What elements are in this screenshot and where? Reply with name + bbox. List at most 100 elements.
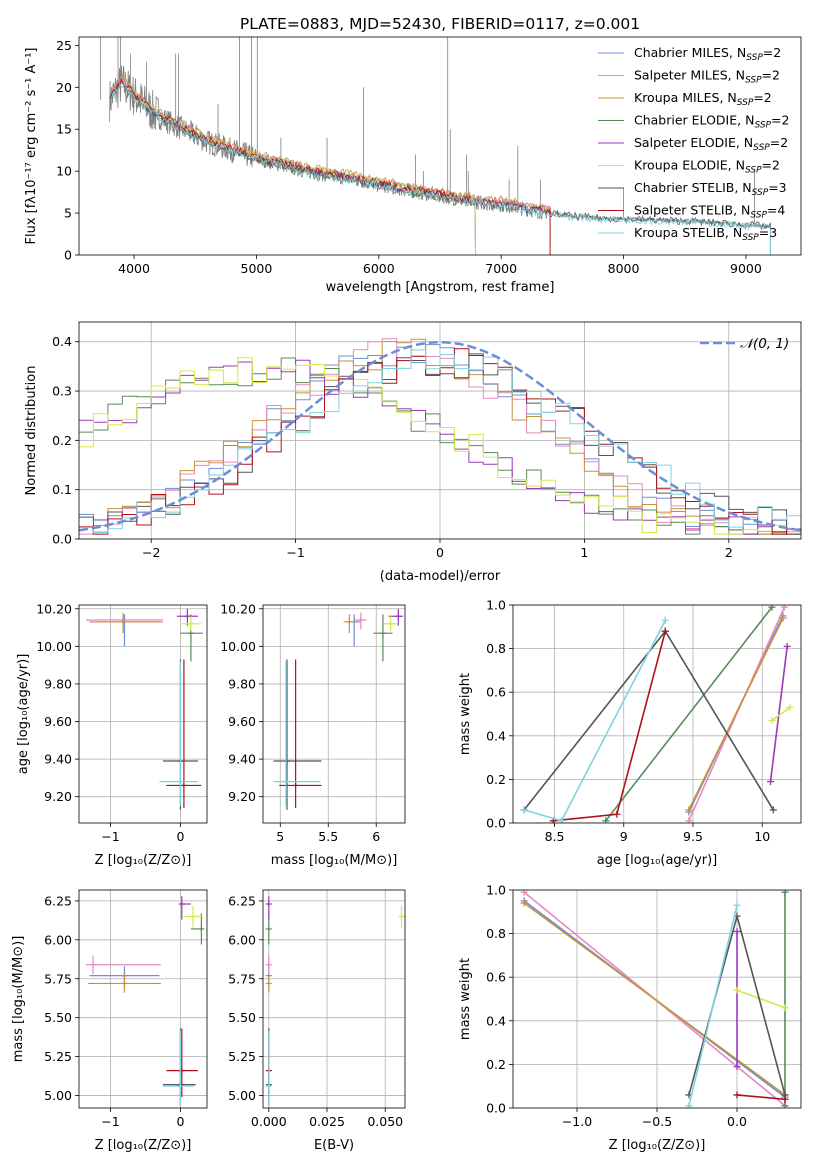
x-tick-label: −0.5	[642, 1114, 672, 1129]
y-tick-label: 0.4	[52, 334, 72, 349]
weight-marker	[783, 642, 791, 650]
point-chabrier-miles	[89, 614, 160, 647]
plot-area	[79, 605, 207, 823]
y-tick-label: 10	[56, 164, 72, 179]
weight-marker	[685, 806, 693, 814]
y-tick-label: 0	[64, 248, 72, 263]
weight-line-kroupa-miles	[523, 902, 786, 1096]
y-axis-label: mass weight	[458, 673, 473, 755]
histogram-salpeter-stelib	[79, 348, 801, 535]
weight-marker	[520, 890, 528, 896]
weight-marker	[520, 806, 528, 814]
legend-label: Salpeter MILES, NSSP=2	[634, 68, 780, 86]
y-axis-label: mass weight	[458, 958, 473, 1040]
panel-residuals: −2 −1 0 1 2 0.0 0.1 0.2 0.3 0.4 (data-model)/error…	[24, 321, 802, 584]
histogram-kroupa-stelib	[79, 349, 801, 533]
weight-marker	[613, 810, 621, 818]
y-tick-label: 0.3	[52, 384, 72, 399]
point-kroupa-elodie	[181, 616, 202, 632]
point-marker	[265, 901, 272, 908]
x-tick-label: 5	[276, 829, 284, 844]
point-kroupa-stelib	[265, 1030, 272, 1107]
y-tick-label: 0.0	[486, 1101, 506, 1116]
weight-marker	[733, 901, 741, 909]
axes-frame	[78, 889, 208, 1109]
weight-marker	[661, 616, 669, 624]
x-axis-label: mass [log₁₀(M/M⊙)]	[271, 853, 398, 868]
point-kroupa-miles	[89, 614, 163, 634]
x-tick-label: 8000	[608, 261, 640, 276]
point-marker	[190, 913, 197, 920]
weight-marker	[786, 703, 794, 711]
y-tick-label: 9.80	[228, 676, 256, 691]
y-tick-label: 0.1	[52, 482, 72, 497]
x-tick-label: −2	[142, 545, 160, 560]
model-spectrum-kroupa-miles	[109, 75, 551, 255]
x-tick-label: 0	[436, 545, 444, 560]
x-axis-label: age [log₁₀(age/yr)]	[597, 853, 718, 868]
y-tick-label: 5.75	[44, 971, 72, 986]
point-marker	[198, 925, 205, 932]
point-marker	[177, 1083, 184, 1090]
weight-marker	[602, 817, 610, 823]
x-tick-label: 9000	[730, 261, 762, 276]
plot-area	[79, 322, 801, 539]
y-tick-label: 5.50	[228, 1010, 256, 1025]
point-marker	[265, 980, 272, 987]
panel-age_vs_mass: 5 5.5 6 9.20 9.40 9.60 9.80 10.00 10.20 mass [log…	[220, 601, 406, 868]
plot-area	[263, 605, 405, 823]
point-marker	[184, 613, 191, 620]
x-tick-label: 6	[372, 829, 380, 844]
point-kroupa-stelib	[159, 661, 198, 807]
x-axis-label: E(B-V)	[314, 1138, 354, 1153]
y-tick-label: 10.00	[36, 639, 72, 654]
x-tick-label: 10	[754, 829, 770, 844]
point-kroupa-elodie	[383, 616, 398, 632]
weight-marker	[733, 986, 741, 994]
y-tick-label: 9.60	[44, 714, 72, 729]
x-tick-label: 5000	[241, 261, 273, 276]
point-chabrier-stelib	[273, 659, 322, 810]
y-tick-label: 6.25	[44, 893, 72, 908]
y-tick-label: 9.20	[228, 789, 256, 804]
point-chabrier-elodie	[190, 913, 205, 945]
point-marker	[178, 901, 185, 908]
y-tick-label: 5.00	[228, 1088, 256, 1103]
point-marker	[398, 913, 405, 920]
point-kroupa-miles	[88, 974, 161, 993]
legend-label: Kroupa ELODIE, NSSP=2	[634, 158, 780, 176]
point-marker	[357, 617, 364, 624]
x-tick-label: −1	[101, 829, 119, 844]
weight-line-salpeter-stelib	[736, 1094, 786, 1101]
point-marker	[395, 613, 402, 620]
weight-marker	[781, 1004, 789, 1012]
plot-area	[263, 890, 405, 1108]
point-marker	[178, 1067, 185, 1074]
point-marker	[379, 630, 386, 637]
plot-area	[100, 37, 771, 255]
weight-marker	[733, 927, 741, 935]
point-marker	[265, 1083, 272, 1090]
histogram-kroupa-elodie	[79, 357, 801, 535]
y-tick-label: 0.8	[486, 641, 506, 656]
x-axis-label: Z [log₁₀(Z/Z⊙)]	[95, 1138, 192, 1153]
x-tick-label: 8.5	[545, 829, 565, 844]
weight-marker	[769, 806, 777, 814]
point-salpeter-elodie	[176, 608, 198, 626]
panel-weight_vs_age: 8.5 9 9.5 10 0.0 0.2 0.4 0.6 0.8 1.0 age [log₁₀(ag…	[458, 598, 802, 868]
x-tick-label: 9.5	[683, 829, 703, 844]
legend-label: Chabrier STELIB, NSSP=3	[634, 180, 787, 198]
weight-marker	[780, 605, 788, 611]
figure-title: PLATE=0883, MJD=52430, FIBERID=0117, z=0…	[240, 15, 640, 33]
point-marker	[387, 620, 394, 627]
y-tick-label: 9.80	[44, 676, 72, 691]
point-marker	[120, 618, 127, 625]
y-tick-label: 10.20	[36, 601, 72, 616]
weight-marker	[767, 778, 775, 786]
weight-marker	[685, 1102, 693, 1108]
x-tick-label: 0.000	[251, 1114, 287, 1129]
weight-marker	[768, 605, 776, 611]
x-axis-label: Z [log₁₀(Z/Z⊙)]	[609, 1138, 706, 1153]
y-tick-label: 0.0	[486, 816, 506, 831]
